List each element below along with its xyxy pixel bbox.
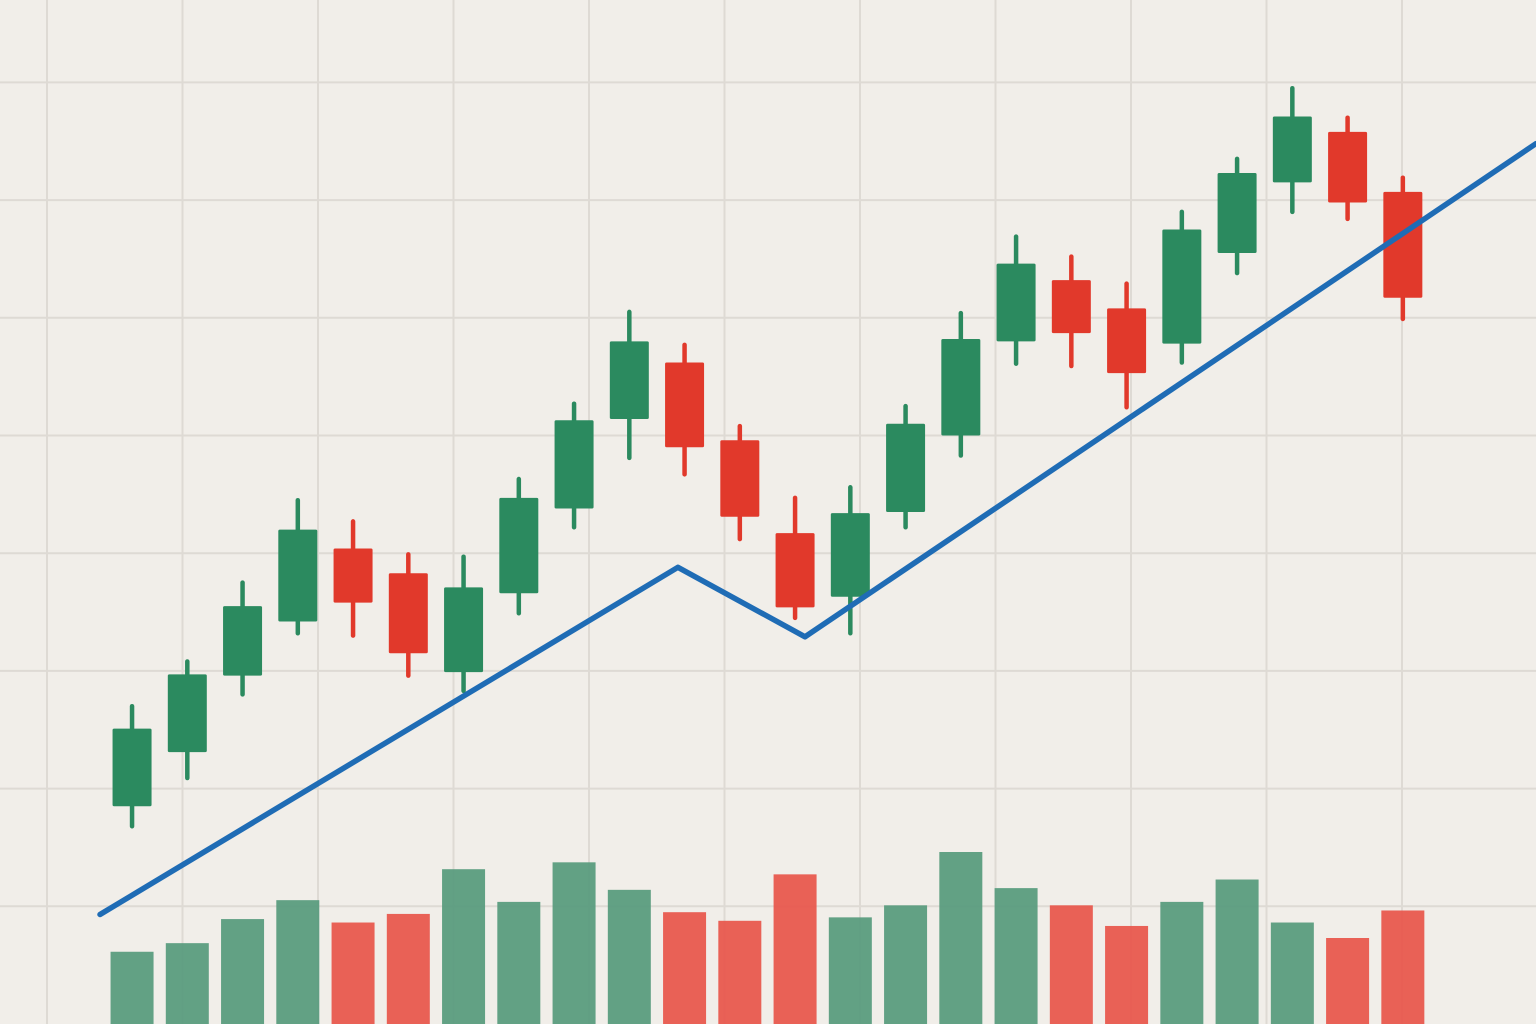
trend-line-layer (97, 140, 1536, 918)
candle-body (1272, 116, 1312, 183)
candle-body (554, 420, 594, 509)
volume-bar-down (331, 922, 375, 1024)
volume-bar-up (1160, 901, 1204, 1024)
candle-up (886, 403, 926, 530)
candle-down (665, 342, 705, 477)
volume-bar-down (718, 920, 762, 1024)
volume-bar-up (884, 905, 928, 1024)
candle-body (1217, 173, 1257, 254)
candle-up (499, 476, 539, 616)
candle-down (1328, 115, 1368, 222)
candle-down (1107, 281, 1147, 410)
candle-body (1051, 280, 1091, 334)
candle-up (444, 554, 484, 694)
candle-up (996, 234, 1036, 366)
candle-body (1383, 191, 1423, 298)
volume-bar-down (1326, 938, 1370, 1024)
volume-bar-up (221, 919, 265, 1024)
volume-bar-down (663, 912, 707, 1024)
volume-bar-down (1049, 905, 1093, 1024)
candle-down (775, 495, 815, 621)
candle-down (333, 519, 373, 638)
candle-body (1107, 308, 1147, 374)
candle-up (278, 497, 318, 636)
candle-body (996, 263, 1036, 342)
candle-body (775, 533, 815, 608)
candle-body (720, 440, 760, 517)
volume-bar-down (773, 874, 817, 1024)
volume-bar-down (386, 913, 430, 1024)
candle-up (112, 703, 152, 829)
candle-up (554, 401, 594, 530)
candle-body (499, 497, 539, 594)
candle-up (1272, 86, 1312, 215)
candle-up (1162, 209, 1202, 365)
candle-up (167, 659, 207, 781)
volume-bar-up (552, 862, 596, 1024)
trend-line (97, 140, 1536, 918)
candle-body (1162, 229, 1202, 344)
candle-body (223, 606, 263, 676)
candle-body (167, 674, 207, 753)
volume-bar-up (828, 917, 872, 1024)
volume-bar-up (1270, 922, 1314, 1024)
volume-bar-up (607, 889, 651, 1024)
candle-body (830, 513, 870, 597)
candle-body (444, 587, 484, 673)
candle-body (112, 728, 152, 807)
volume-bar-up (939, 852, 983, 1024)
candle-body (333, 548, 373, 603)
candle-body (278, 529, 318, 622)
volume-bar-down (1381, 910, 1425, 1024)
candles (112, 86, 1423, 829)
volume-bar-up (1215, 879, 1259, 1024)
candle-body (665, 362, 705, 448)
candle-body (609, 341, 649, 420)
candle-up (1217, 156, 1257, 276)
candle-down (720, 423, 760, 542)
volume-bar-up (497, 901, 541, 1024)
candle-up (609, 309, 649, 461)
candle-body (1328, 131, 1368, 203)
volume-bar-up (994, 888, 1038, 1024)
volume-bars (110, 852, 1425, 1024)
candle-up (941, 310, 981, 458)
volume-bar-up (110, 951, 154, 1024)
candle-body (941, 338, 981, 436)
volume-bar-up (165, 943, 209, 1024)
volume-bar-up (276, 900, 320, 1024)
candle-up (223, 580, 263, 697)
candle-body (388, 573, 428, 654)
candle-body (886, 423, 926, 512)
candle-down (1383, 175, 1423, 322)
candle-down (1051, 254, 1091, 369)
volume-bar-down (1105, 925, 1149, 1024)
volume-bar-up (442, 869, 486, 1024)
candle-down (388, 552, 428, 678)
